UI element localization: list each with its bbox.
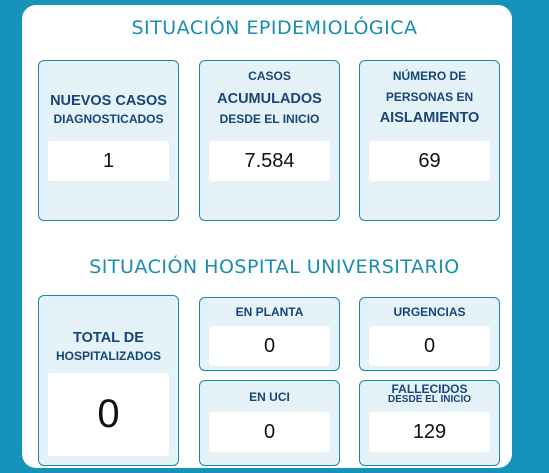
- label: NUEVOS CASOS: [50, 93, 167, 109]
- stat-box: URGENCIAS 0: [359, 297, 500, 371]
- value: 1: [48, 141, 169, 181]
- label: EN UCI: [249, 390, 290, 404]
- label: PERSONAS EN: [385, 90, 474, 104]
- stat-box: CASOS ACUMULADOS DESDE EL INICIO 7.584: [199, 60, 340, 221]
- value: 0: [48, 373, 169, 456]
- label: NÚMERO DE: [392, 69, 467, 83]
- label: DIAGNOSTICADOS: [53, 112, 164, 126]
- value: 69: [369, 141, 490, 181]
- value: 129: [369, 412, 490, 452]
- label: DESDE EL INICIO: [219, 112, 320, 126]
- value: 0: [369, 326, 490, 366]
- stat-box: EN PLANTA 0: [199, 297, 340, 371]
- stat-box: NÚMERO DE PERSONAS EN AISLAMIENTO 69: [359, 60, 500, 221]
- label: HOSPITALIZADOS: [55, 349, 162, 363]
- label: EN PLANTA: [235, 305, 304, 319]
- stat-box: FALLECIDOS DESDE EL INICIO 129: [359, 380, 500, 466]
- label: DESDE EL INICIO: [387, 394, 472, 405]
- value: 0: [209, 326, 330, 366]
- section-title: SITUACIÓN EPIDEMIOLÓGICA: [131, 17, 418, 39]
- label: FALLECIDOS: [391, 382, 468, 396]
- value: 0: [209, 412, 330, 452]
- label: CASOS: [248, 69, 291, 83]
- label: AISLAMIENTO: [379, 110, 480, 126]
- stat-box: NUEVOS CASOS DIAGNOSTICADOS 1: [38, 60, 179, 221]
- label: ACUMULADOS: [217, 91, 322, 107]
- stat-box: TOTAL DE HOSPITALIZADOS 0: [38, 295, 179, 466]
- label: TOTAL DE: [73, 330, 144, 346]
- value: 7.584: [209, 141, 330, 181]
- stat-box: EN UCI 0: [199, 380, 340, 466]
- section-title: SITUACIÓN HOSPITAL UNIVERSITARIO: [89, 256, 460, 278]
- label: URGENCIAS: [393, 305, 466, 319]
